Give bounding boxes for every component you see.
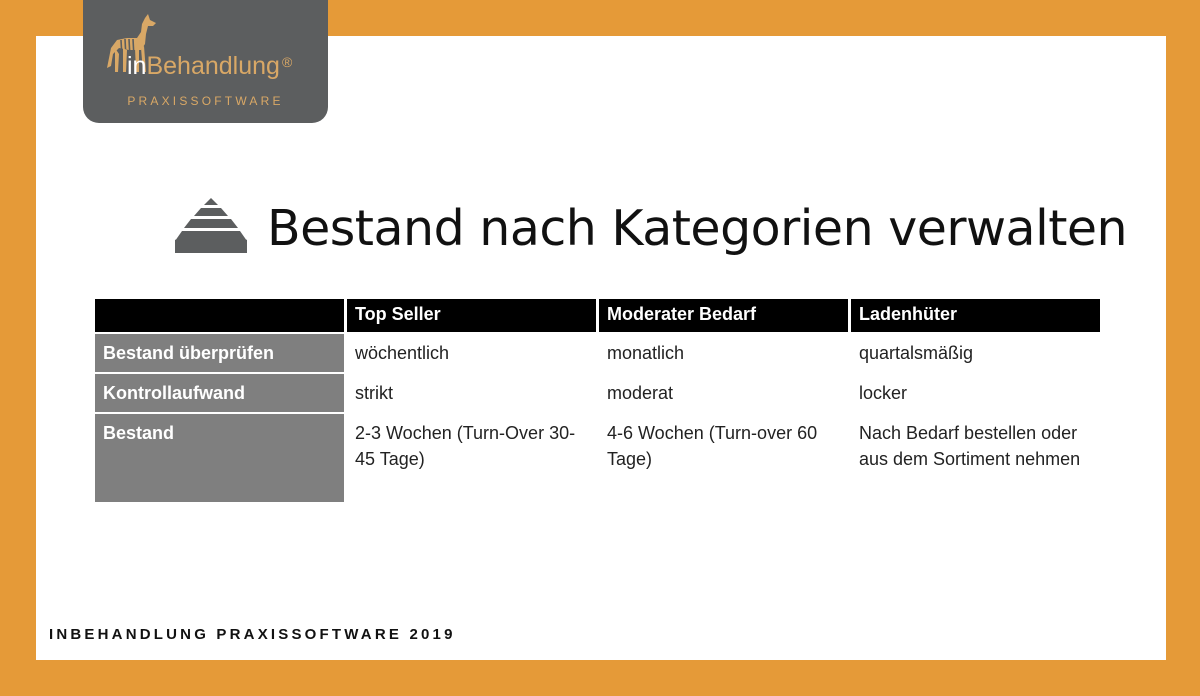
row-label: Kontrollaufwand bbox=[95, 374, 344, 412]
table-cell: 2-3 Wochen (Turn-Over 30-45 Tage) bbox=[355, 423, 576, 469]
table-row: Kontrollaufwand strikt moderat locker bbox=[95, 374, 1100, 412]
logo-wordmark: inBehandlung ® bbox=[127, 52, 292, 81]
header-top-seller: Top Seller bbox=[347, 299, 596, 332]
dog-logo-icon bbox=[107, 14, 156, 72]
footer-text: INBEHANDLUNG PRAXISSOFTWARE 2019 bbox=[49, 626, 456, 643]
title-row: Bestand nach Kategorien verwalten bbox=[175, 188, 1128, 268]
logo: inBehandlung ® PRAXISSOFTWARE bbox=[83, 0, 328, 123]
table-cell: 4-6 Wochen (Turn-over 60 Tage) bbox=[607, 423, 818, 469]
table-cell: Nach Bedarf bestellen oder aus dem Sorti… bbox=[859, 423, 1081, 469]
header-ladenhueter: Ladenhüter bbox=[851, 299, 1100, 332]
table-cell: monatlich bbox=[607, 343, 685, 363]
table-cell: locker bbox=[859, 383, 908, 403]
logo-subtitle: PRAXISSOFTWARE bbox=[127, 94, 284, 108]
table-header-row: Top Seller Moderater Bedarf Ladenhüter bbox=[95, 299, 1100, 332]
logo-prefix: in bbox=[127, 52, 147, 80]
table-row: Bestand 2-3 Wochen (Turn-Over 30-45 Tage… bbox=[95, 414, 1100, 502]
table-row: Bestand überprüfen wöchentlich monatlich… bbox=[95, 334, 1100, 372]
logo-name: Behandlung bbox=[146, 52, 280, 80]
table-cell: wöchentlich bbox=[355, 343, 450, 363]
row-label: Bestand überprüfen bbox=[95, 334, 344, 372]
pyramid-icon bbox=[175, 198, 247, 253]
table-cell: quartalsmäßig bbox=[859, 343, 974, 363]
table-cell: strikt bbox=[355, 383, 393, 403]
header-empty bbox=[95, 299, 344, 332]
page-title: Bestand nach Kategorien verwalten bbox=[267, 199, 1128, 257]
row-label: Bestand bbox=[95, 414, 344, 502]
category-table: Top Seller Moderater Bedarf Ladenhüter B… bbox=[92, 297, 1103, 504]
header-moderater-bedarf: Moderater Bedarf bbox=[599, 299, 848, 332]
registered-mark: ® bbox=[281, 54, 293, 70]
table-cell: moderat bbox=[607, 383, 674, 403]
